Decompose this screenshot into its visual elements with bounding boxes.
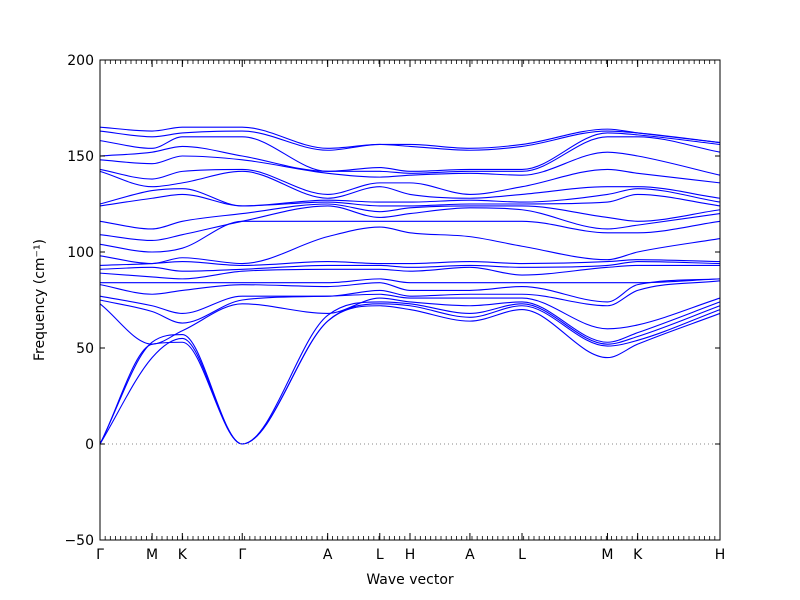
x-tick-label: L <box>518 547 526 563</box>
band-line-11 <box>99 259 721 266</box>
band-line-17 <box>99 188 721 207</box>
x-tick-label: M <box>146 547 158 563</box>
y-axis-label: Frequency (cm⁻¹) <box>32 239 48 361</box>
y-tick-label: 0 <box>85 437 94 453</box>
band-line-5 <box>99 293 721 330</box>
x-axis-label: Wave vector <box>366 572 454 588</box>
x-tick-label: H <box>405 547 416 563</box>
band-line-10 <box>99 261 721 272</box>
band-line-15 <box>99 203 721 230</box>
x-tick-label: K <box>633 547 643 563</box>
band-lines <box>99 126 721 445</box>
band-line-13 <box>99 220 721 253</box>
x-tick-label: H <box>715 547 726 563</box>
y-tick-label: 200 <box>67 53 94 69</box>
band-line-20 <box>99 151 721 178</box>
band-line-22 <box>99 132 721 172</box>
band-line-2 <box>99 303 721 445</box>
y-tick-label: 50 <box>76 341 94 357</box>
band-line-12 <box>99 226 721 265</box>
y-tick-label: −50 <box>64 533 94 549</box>
band-line-21 <box>99 136 721 174</box>
band-line-4 <box>99 297 721 345</box>
x-tick-label: A <box>465 547 475 563</box>
y-tick-label: 150 <box>67 149 94 165</box>
band-line-24 <box>99 126 721 149</box>
x-tick-label: K <box>178 547 188 563</box>
band-line-7 <box>99 278 721 303</box>
band-line-8 <box>99 278 721 284</box>
axis-ticks: −50 0 50 100 150 200 Γ M K Γ A L H A L M K H <box>64 53 725 563</box>
band-line-3 <box>99 301 721 445</box>
band-line-23 <box>99 130 721 151</box>
band-line-6 <box>99 280 721 314</box>
band-line-19 <box>99 168 721 195</box>
x-tick-label: Γ <box>238 547 246 563</box>
band-line-18 <box>99 170 721 199</box>
band-line-9 <box>99 264 720 280</box>
y-tick-label: 100 <box>67 245 94 261</box>
x-tick-label: M <box>601 547 613 563</box>
band-line-16 <box>99 193 721 207</box>
x-tick-label: A <box>323 547 333 563</box>
x-tick-label: Γ <box>96 547 104 563</box>
band-line-14 <box>99 205 721 242</box>
x-tick-label: L <box>376 547 384 563</box>
band-line-1 <box>99 305 721 445</box>
